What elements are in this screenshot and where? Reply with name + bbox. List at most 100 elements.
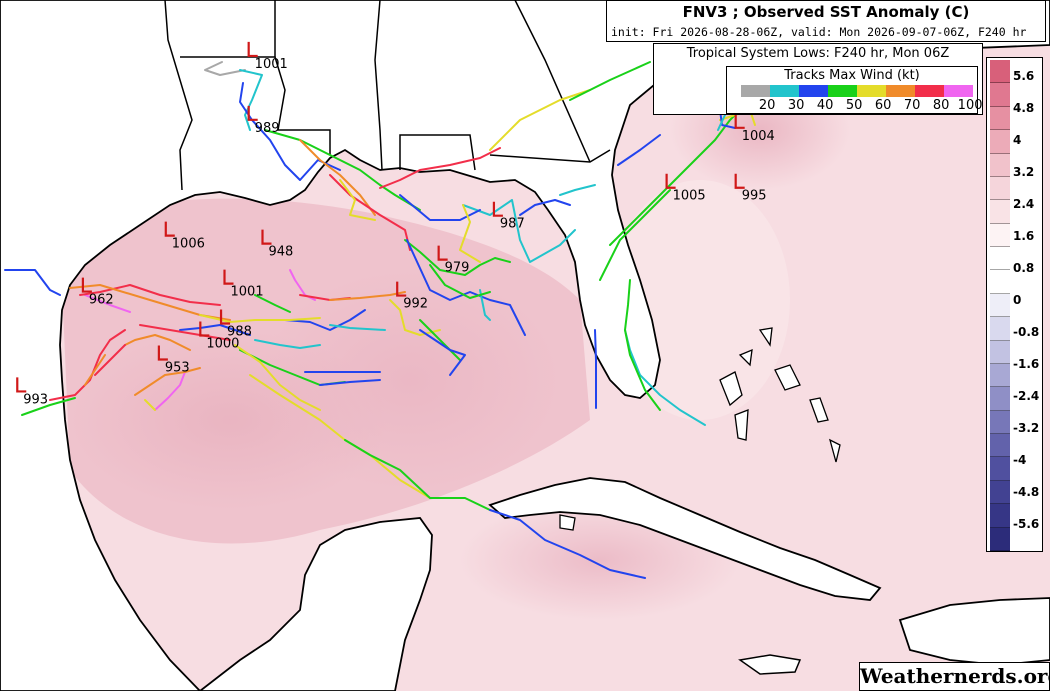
colorbar-cell [990,434,1010,458]
wind-labels: 20 30 40 50 60 70 80 100 [741,98,983,113]
wind-swatch-60 [857,85,886,97]
wind-swatch-50 [828,85,857,97]
colorbar-label: 0.8 [1013,261,1035,275]
track-northeast-yellow [489,89,591,151]
colorbar-label: -3.2 [1013,421,1040,435]
track-central-yellow-987 [459,204,481,263]
track-north-gray [204,61,246,76]
track-legend: Tropical System Lows: F240 hr, Mon 06Z T… [653,43,983,115]
track-northeast-magenta [379,147,501,189]
track-1001-cyan [329,324,386,331]
colorbar-cell [990,527,1010,551]
track-953-orange [124,334,191,351]
track-953-magenta [154,371,186,411]
colorbar-cell [990,200,1010,224]
low-marker-9 [223,269,234,285]
title-box: FNV3 ; Observed SST Anomaly (C) init: Fr… [606,0,1046,42]
land-cuba [488,477,882,601]
low-pressure-label-6: 1006 [172,237,205,252]
wind-swatch-70 [886,85,915,97]
wind-label-20: 20 [758,98,776,113]
wind-label-40: 40 [816,98,834,113]
sst-colorbar: 5.6 4.8 4 3.2 2.4 1.6 0.8 0 -0.8 -1.6 -2.4 -3.2 -4 -4… [986,57,1043,552]
map-title: FNV3 ; Observed SST Anomaly (C) [682,3,970,21]
track-cuba-blue [489,509,646,579]
low-marker-6 [164,221,175,237]
track-953-orange2 [134,367,201,396]
track-988-cyan [254,339,321,349]
track-993-orange [84,354,106,386]
wind-label-30: 30 [787,98,805,113]
track-992-green [419,319,461,361]
wind-swatch-20 [741,85,770,97]
track-northeast-green [569,61,651,101]
track-988-blue [179,324,251,336]
colorbar-cell [990,83,1010,107]
low-pressure-label-1: 989 [255,121,280,136]
track-north-blue [239,82,341,181]
wind-label-100: 100 [957,98,983,113]
colorbar-swatches [990,60,1010,551]
track-florida-blue [594,329,597,409]
track-north-cyan [239,69,263,131]
wind-label-60: 60 [874,98,892,113]
low-marker-3 [734,173,745,189]
low-pressure-label-11: 962 [89,293,114,308]
low-pressure-label-4: 1005 [673,189,706,204]
track-cuba-green [344,439,491,511]
colorbar-cell [990,480,1010,505]
bahamas-islands [559,327,841,531]
map-subtitle: init: Fri 2026-08-28-06Z, valid: Mon 202… [611,25,1027,39]
colorbar-cell [990,60,1010,84]
track-florida-green3 [624,279,661,411]
track-texas-blue [4,269,61,296]
colorbar-cell [990,153,1010,177]
track-993-red [49,329,126,401]
track-1000-blue2 [319,379,381,386]
low-marker-15 [16,377,27,393]
low-marker-5 [492,201,503,217]
track-1000-yellow [234,344,321,411]
colorbar-cell [990,270,1010,294]
wind-swatch-80 [915,85,944,97]
low-marker-14 [157,345,168,361]
low-pressure-label-8: 979 [445,261,470,276]
low-pressure-label-0: 1001 [255,57,288,72]
track-gulf-cyan2 [559,184,596,196]
low-marker-7 [261,229,272,245]
colorbar-cell [990,223,1010,247]
wind-swatches [741,85,973,97]
low-marker-13 [199,321,210,337]
low-marker-11 [81,277,92,293]
low-pressure-label-13: 1000 [206,337,239,352]
low-pressure-label-14: 953 [165,360,190,375]
track-992-blue [419,329,466,376]
low-pressure-label-2: 1004 [742,129,775,144]
low-pressure-label-10: 992 [403,297,428,312]
track-988-red [139,324,231,341]
track-atlantic-blue [719,109,736,129]
low-pressure-label-3: 995 [742,189,767,204]
wind-swatch-40 [799,85,828,97]
low-marker-12 [219,309,231,325]
colorbar-label: -5.6 [1013,517,1040,531]
low-pressure-label-5: 987 [500,217,525,232]
colorbar-cell [990,176,1010,201]
colorbar-cell [990,457,1010,481]
storm-tracks [4,61,756,579]
wind-label-80: 80 [932,98,950,113]
colorbar-label: 0 [1013,293,1022,307]
colorbar-label: -4.8 [1013,485,1040,499]
track-953-red [94,344,126,376]
track-central-yellow [339,179,376,221]
colorbar-label: -4 [1013,453,1027,467]
track-florida-green2 [599,189,671,281]
colorbar-label: 2.4 [1013,197,1035,211]
track-north-orange [299,139,376,216]
low-markers: 1001 989 1004 995 1005 987 1006 948 979 1001 992 96… [16,41,775,407]
colorbar-cell [990,340,1010,364]
track-1001-blue [284,309,366,331]
branding-watermark: Weathernerds.org [859,662,1050,691]
low-marker-2 [734,113,745,129]
